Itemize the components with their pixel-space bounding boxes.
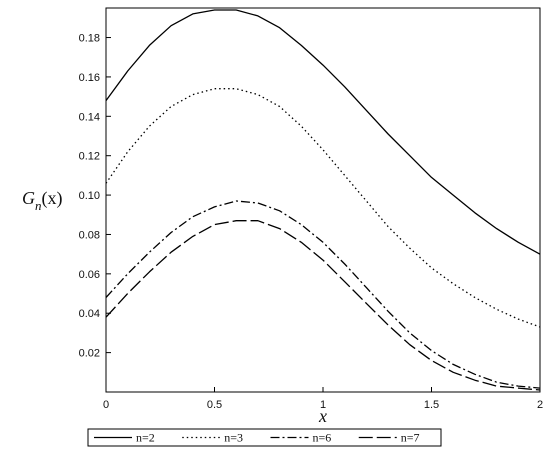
series-line-4 [105, 220, 541, 391]
y-tick-label: 0.14 [79, 111, 100, 123]
x-tick-label: 1 [320, 399, 326, 411]
legend-label-3: n=6 [313, 431, 332, 445]
x-tick-label: 2 [537, 399, 543, 411]
x-axis-label: x [318, 406, 327, 426]
x-tick-label: 0 [103, 399, 109, 411]
legend-label-4: n=7 [401, 431, 420, 445]
series-line-1 [105, 9, 541, 255]
y-tick-label: 0.04 [79, 308, 100, 320]
legend-label-1: n=2 [136, 431, 155, 445]
y-axis-label: Gn(x) [22, 188, 63, 213]
y-tick-label: 0.18 [79, 33, 100, 45]
y-tick-label: 0.10 [79, 190, 100, 202]
x-tick-label: 1.5 [424, 399, 439, 411]
ticks-layer: 0 0.5 1 1.5 2 0.02 0.04 0.06 0.08 0.10 0.12 0.14 0.1… [79, 33, 543, 411]
y-tick-label: 0.06 [79, 269, 100, 281]
series-layer [105, 9, 541, 391]
y-tick-label: 0.16 [79, 72, 100, 84]
y-tick-label: 0.02 [79, 348, 100, 360]
y-tick-label: 0.08 [79, 229, 100, 241]
legend-label-2: n=3 [224, 431, 243, 445]
legend: n=2 n=3 n=6 n=7 [87, 428, 442, 447]
legend-box [87, 428, 442, 447]
series-line-3 [105, 200, 541, 389]
y-tick-label: 0.12 [79, 151, 100, 163]
series-line-2 [105, 88, 541, 328]
x-tick-label: 0.5 [207, 399, 222, 411]
